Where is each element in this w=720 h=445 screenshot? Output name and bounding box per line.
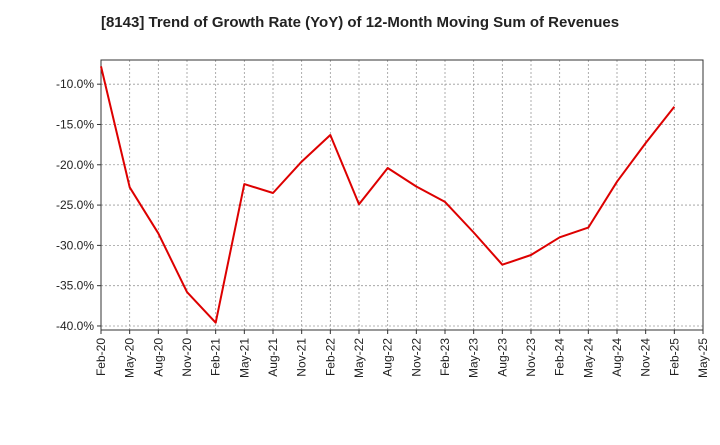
x-tick-label: Feb-25	[667, 338, 681, 376]
y-tick-labels: -10.0% -15.0% -20.0% -25.0% -30.0% -35.0% -40.…	[56, 77, 94, 333]
x-tick-label: May-20	[123, 338, 137, 378]
x-tick-label: May-23	[467, 338, 481, 378]
x-tick-label: May-24	[581, 338, 595, 378]
x-tick-label: Aug-20	[151, 338, 165, 377]
y-tick-label: -15.0%	[56, 117, 94, 131]
x-tick-label: Feb-24	[553, 338, 567, 376]
y-tick-label: -10.0%	[56, 77, 94, 91]
x-tick-label: May-22	[352, 338, 366, 378]
x-tick-label: Aug-24	[610, 338, 624, 377]
x-tick-label: Feb-20	[94, 338, 108, 376]
x-tick-label: Feb-21	[209, 338, 223, 376]
x-tick-label: Nov-22	[409, 338, 423, 377]
grid-lines	[100, 60, 704, 330]
y-tick-label: -30.0%	[56, 238, 94, 252]
x-tick-label: Aug-22	[381, 338, 395, 377]
x-tick-label: Nov-23	[524, 338, 538, 377]
chart-title: [8143] Trend of Growth Rate (YoY) of 12-…	[100, 14, 620, 31]
x-tick-label: Nov-21	[295, 338, 309, 377]
x-tick-label: Nov-20	[180, 338, 194, 377]
axes	[97, 59, 704, 334]
x-tick-label: Aug-21	[266, 338, 280, 377]
x-tick-label: Aug-23	[495, 338, 509, 377]
series-line	[100, 66, 676, 324]
x-tick-label: May-21	[237, 338, 251, 378]
plot-area	[101, 60, 703, 330]
x-tick-labels: Feb-20 May-20 Aug-20 Nov-20 Feb-21 May-21 Aug-…	[94, 338, 710, 378]
plot-frame	[100, 59, 704, 331]
x-tick-label: Feb-23	[438, 338, 452, 376]
y-tick-label: -40.0%	[56, 319, 94, 333]
x-tick-label: Feb-22	[323, 338, 337, 376]
x-tick-label: Nov-24	[639, 338, 653, 377]
y-tick-label: -25.0%	[56, 198, 94, 212]
y-tick-label: -20.0%	[56, 158, 94, 172]
y-tick-label: -35.0%	[56, 279, 94, 293]
x-tick-label: May-25	[696, 338, 710, 378]
series-layer	[100, 66, 676, 324]
